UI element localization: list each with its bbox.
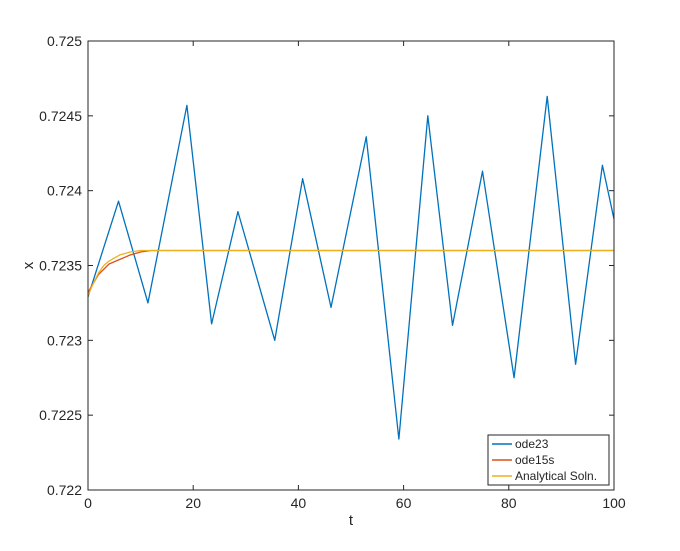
x-tick-label: 80 <box>501 495 517 511</box>
x-tick-label: 100 <box>602 495 626 511</box>
legend[interactable]: ode23 ode15s Analytical Soln. <box>487 434 610 486</box>
y-tick-label: 0.722 <box>47 482 82 498</box>
y-axis-label: x <box>20 261 37 269</box>
legend-label-2: ode15s <box>515 453 554 467</box>
series-line-1 <box>87 95 615 440</box>
x-tick-label: 0 <box>84 495 92 511</box>
y-tick-label: 0.724 <box>47 183 82 199</box>
legend-label-3: Analytical Soln. <box>515 469 597 483</box>
series-layer <box>87 95 615 440</box>
y-tick-label: 0.7235 <box>39 258 82 274</box>
ticks-layer: 0 20 40 60 80 100 0.722 0.7225 0.723 0.7235 0.724 0… <box>39 33 626 511</box>
x-axis-label: t <box>349 512 354 529</box>
series-line-3 <box>87 249 614 296</box>
y-tick-label: 0.725 <box>47 33 82 49</box>
y-tick-label: 0.723 <box>47 332 82 348</box>
y-tick-label: 0.7225 <box>39 407 82 423</box>
plot-area <box>88 41 614 490</box>
y-tick-label: 0.7245 <box>39 108 82 124</box>
legend-label-1: ode23 <box>515 437 549 451</box>
x-tick-label: 40 <box>291 495 307 511</box>
x-tick-label: 20 <box>185 495 201 511</box>
x-tick-label: 60 <box>396 495 412 511</box>
